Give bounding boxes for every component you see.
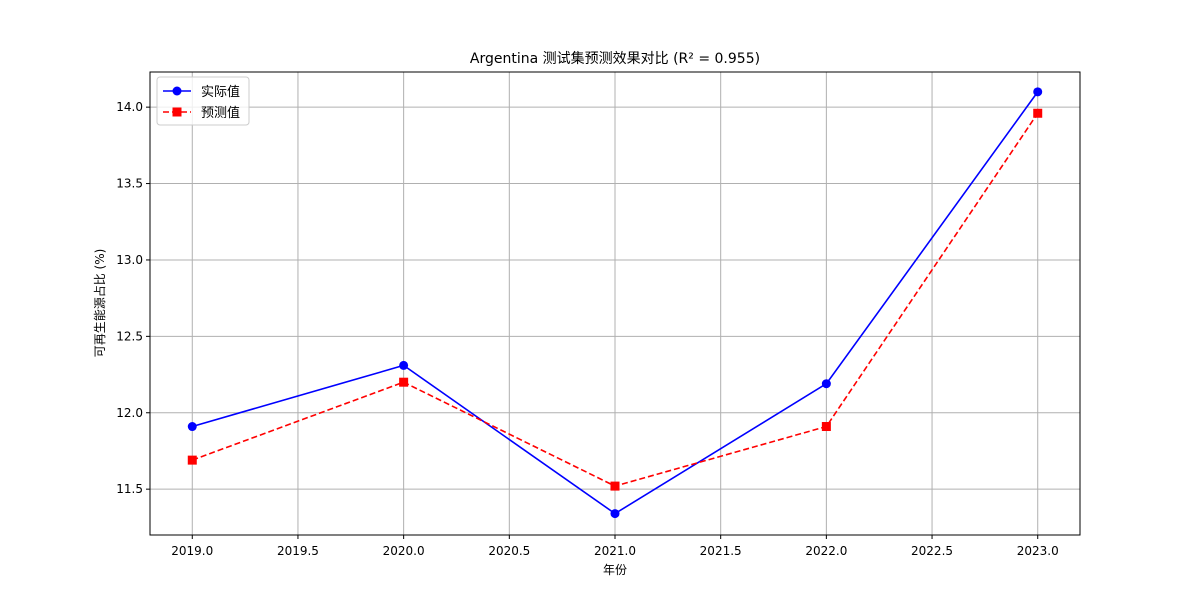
data-point [821,422,831,432]
y-axis-label: 可再生能源占比 (%) [92,249,107,358]
y-tick-label: 14.0 [116,100,143,114]
x-tick-label: 2020.5 [488,544,530,558]
legend-item: 实际值 [163,84,240,100]
x-tick-label: 2021.5 [700,544,742,558]
data-point [187,422,197,432]
data-point [399,360,409,370]
y-tick-label: 12.5 [116,329,143,343]
data-point [1033,108,1043,118]
x-tick-label: 2019.0 [171,544,213,558]
data-point [187,455,197,465]
y-tick-label: 13.5 [116,177,143,191]
y-tick-label: 12.0 [116,406,143,420]
data-point [821,379,831,389]
x-tick-label: 2023.0 [1017,544,1059,558]
data-point [1033,87,1043,97]
data-point [610,509,620,519]
x-tick-label: 2022.0 [805,544,847,558]
legend-item: 预测值 [163,105,240,121]
data-point [610,481,620,491]
x-tick-label: 2019.5 [277,544,319,558]
legend-marker [172,107,182,117]
y-tick-label: 11.5 [116,482,143,496]
x-tick-label: 2022.5 [911,544,953,558]
x-tick-label: 2021.0 [594,544,636,558]
legend-label: 预测值 [201,105,240,121]
chart-title: Argentina 测试集预测效果对比 (R² = 0.955) [470,50,760,67]
series-2 [187,108,1043,491]
data-point [399,377,409,387]
x-axis-label: 年份 [603,563,627,577]
legend-marker [172,86,182,96]
x-tick-label: 2020.0 [383,544,425,558]
legend-label: 实际值 [201,84,240,100]
y-tick-label: 13.0 [116,253,143,267]
y-axis: 11.5 12.0 12.5 13.0 13.5 14.0 [116,100,150,496]
series-1 [187,87,1043,519]
series-layer [187,87,1043,519]
x-axis: 2019.0 2019.5 2020.0 2020.5 2021.0 2021.5 2022… [171,535,1059,558]
